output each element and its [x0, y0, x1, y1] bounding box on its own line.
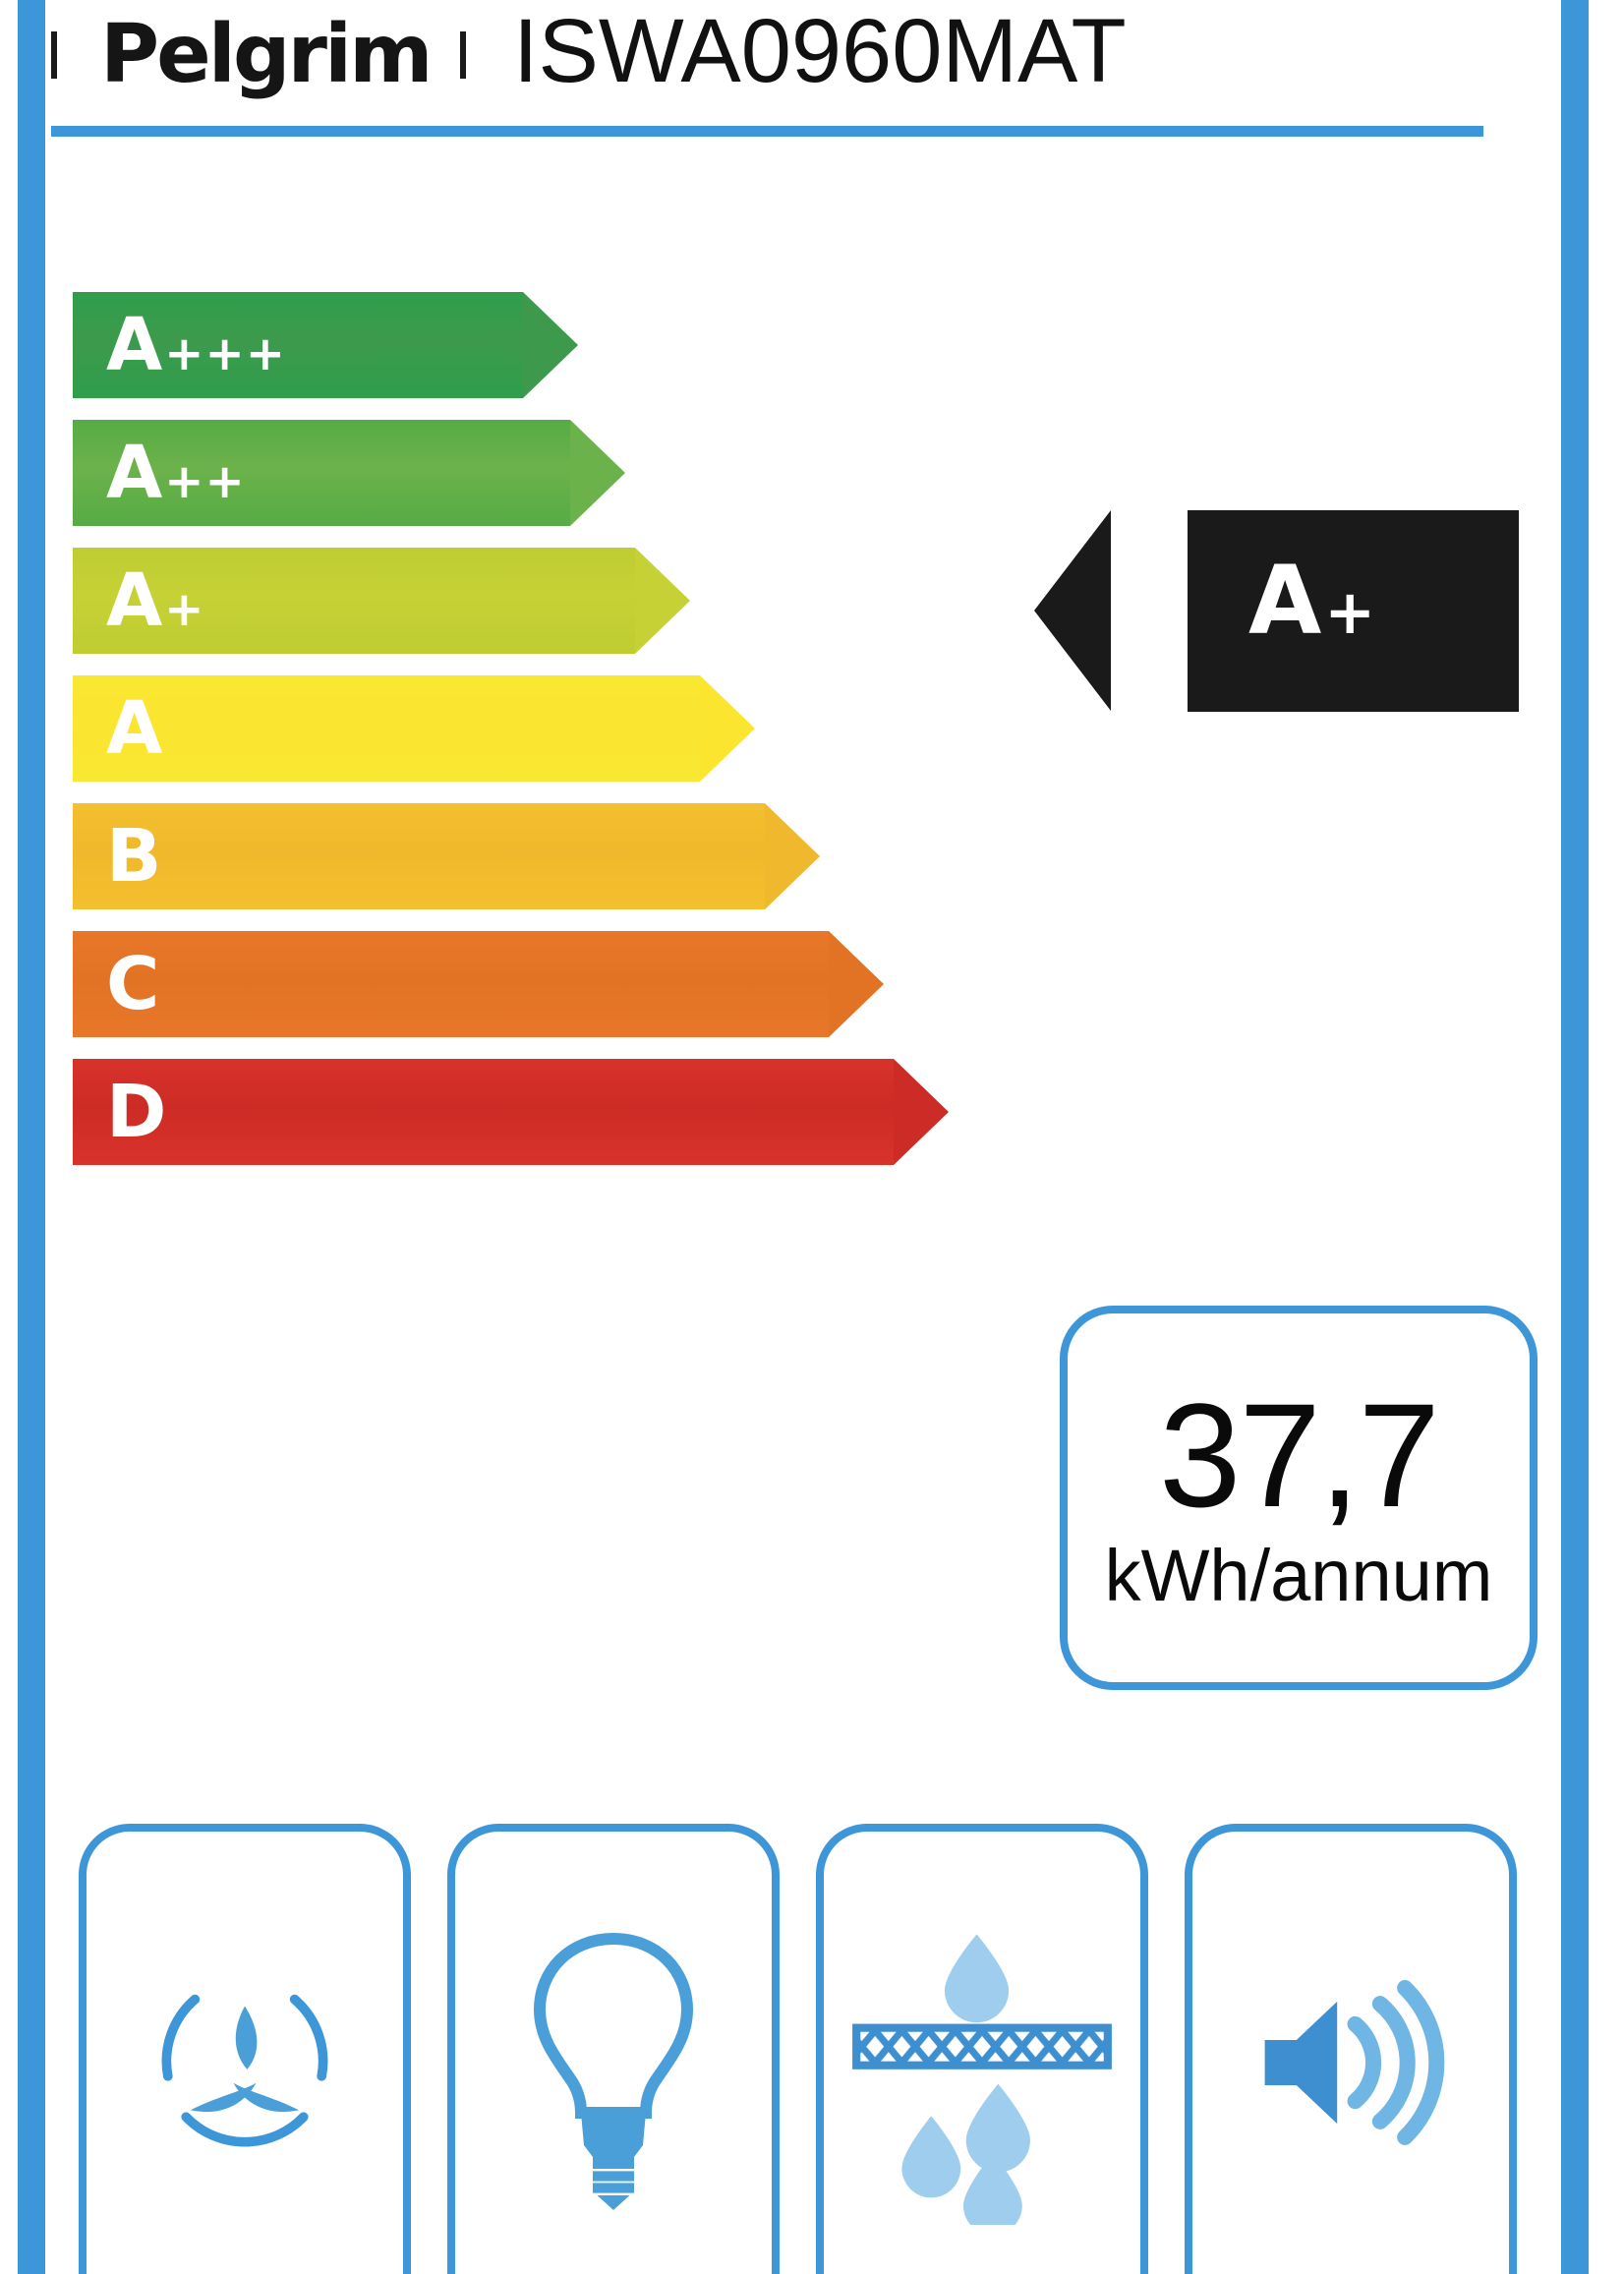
consumption-unit: kWh/annum — [1104, 1534, 1493, 1616]
arrow-letter: A — [106, 431, 163, 515]
fan-icon — [132, 1950, 358, 2176]
arrow-letter: B — [106, 814, 162, 899]
brand-tick-right-icon — [459, 31, 466, 79]
arrow-tip-icon — [894, 1059, 949, 1165]
arrow-body: B — [73, 803, 765, 909]
arrow-letter: C — [106, 942, 160, 1026]
arrow-body: A +++ — [73, 292, 523, 398]
arrow-label: B — [106, 820, 161, 893]
badge-arrow-notch-icon — [1034, 510, 1111, 711]
annual-consumption-box: 37,7 kWh/annum — [1060, 1306, 1537, 1690]
brand-tick-left-icon — [51, 31, 57, 79]
arrow-plus: + — [164, 582, 205, 637]
arrow-tip-icon — [700, 675, 755, 782]
arrow-label: A +++ — [106, 309, 286, 381]
arrow-tip-icon — [570, 420, 625, 526]
arrow-plus: ++ — [164, 454, 246, 509]
arrow-letter: A — [106, 558, 163, 643]
arrow-tip-icon — [829, 931, 884, 1037]
energy-rating-badge: A + — [1034, 510, 1519, 712]
left-border-rail — [18, 0, 45, 2274]
grease-filter-icon — [848, 1900, 1116, 2225]
energy-class-scale: A +++ A ++ A + A B C D — [73, 292, 949, 1187]
badge-body — [1188, 510, 1519, 712]
arrow-label: A — [106, 692, 162, 765]
arrow-label: A ++ — [106, 437, 246, 509]
energy-class-arrow-Aplusplus: A ++ — [73, 420, 949, 526]
arrow-body: A + — [73, 548, 635, 654]
arrow-tip-icon — [635, 548, 690, 654]
feature-box-sound-power-level — [1185, 1824, 1517, 2274]
energy-class-arrow-C: C — [73, 931, 949, 1037]
arrow-letter: A — [106, 686, 163, 771]
badge-label: A + — [1248, 554, 1375, 648]
lightbulb-icon — [510, 1915, 717, 2210]
feature-box-lighting-efficiency — [447, 1824, 780, 2274]
brand-name: Pelgrim — [100, 8, 434, 101]
arrow-body: D — [73, 1059, 894, 1165]
energy-class-arrow-Aplusplusplus: A +++ — [73, 292, 949, 398]
arrow-tip-icon — [523, 292, 578, 398]
consumption-value: 37,7 — [1159, 1371, 1440, 1538]
model-name: ISWA0960MAT — [513, 1, 1127, 101]
arrow-label: D — [106, 1076, 166, 1148]
arrow-tip-icon — [765, 803, 820, 909]
arrow-label: C — [106, 948, 159, 1020]
feature-icon-row — [0, 1824, 1624, 2274]
label-header: Pelgrim ISWA0960MAT — [51, 0, 1545, 146]
arrow-label: A + — [106, 564, 205, 637]
energy-class-arrow-A: A — [73, 675, 949, 782]
brand-logo: Pelgrim — [51, 8, 466, 102]
badge-plus: + — [1324, 576, 1376, 648]
header-divider — [51, 126, 1483, 137]
arrow-letter: D — [106, 1070, 167, 1154]
right-border-rail — [1561, 0, 1589, 2274]
feature-box-fluid-dynamic-efficiency — [79, 1824, 411, 2274]
arrow-body: A — [73, 675, 700, 782]
badge-letter: A — [1248, 546, 1322, 656]
arrow-body: C — [73, 931, 829, 1037]
feature-box-grease-filtering-efficiency — [816, 1824, 1148, 2274]
energy-class-arrow-B: B — [73, 803, 949, 909]
arrow-body: A ++ — [73, 420, 570, 526]
energy-class-arrow-D: D — [73, 1059, 949, 1165]
speaker-icon — [1238, 1950, 1464, 2176]
arrow-letter: A — [106, 303, 163, 387]
arrow-plus: +++ — [164, 326, 286, 381]
energy-class-arrow-Aplus: A + — [73, 548, 949, 654]
